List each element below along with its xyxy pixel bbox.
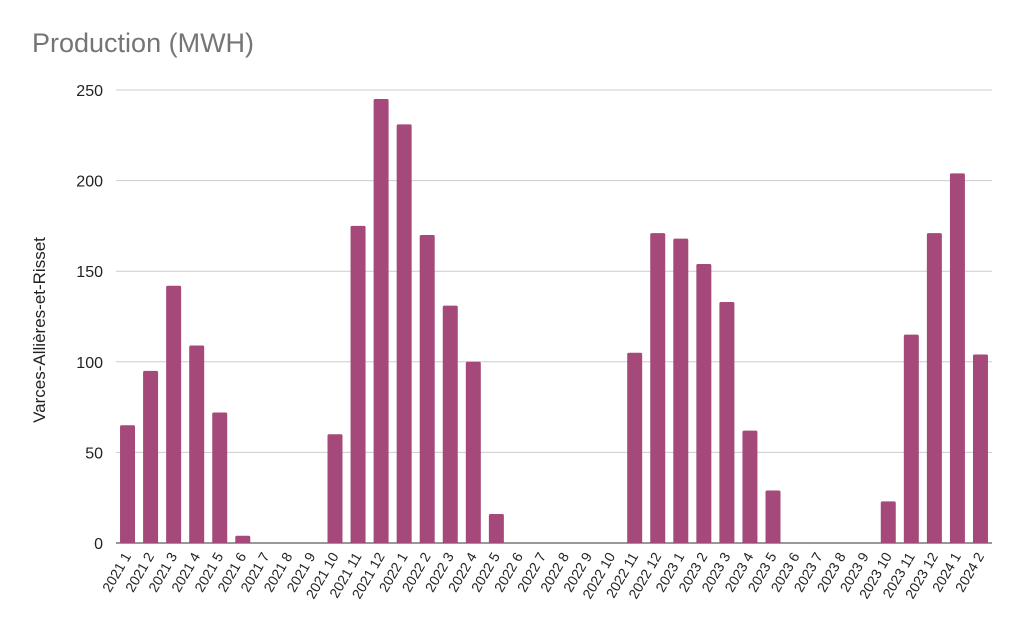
bar: [949, 173, 965, 544]
bar: [627, 352, 643, 543]
bar: [396, 124, 412, 543]
bar: [465, 361, 481, 543]
bar: [903, 334, 919, 543]
bar: [373, 99, 389, 543]
bar: [212, 412, 228, 543]
bar: [742, 430, 758, 543]
bar: [880, 501, 896, 543]
bar: [143, 370, 159, 543]
chart-title: Production (MWH): [32, 28, 255, 58]
y-tick-label: 0: [94, 536, 103, 553]
bar: [166, 285, 182, 543]
bar: [189, 345, 205, 543]
bar: [650, 233, 666, 543]
bar: [120, 425, 136, 543]
y-tick-label: 150: [76, 264, 103, 281]
y-tick-label: 250: [76, 83, 103, 100]
bar: [442, 305, 458, 543]
bar: [696, 263, 712, 543]
y-tick-label: 50: [85, 445, 103, 462]
bar: [926, 233, 942, 543]
bar: [972, 354, 988, 543]
y-tick-label: 100: [76, 355, 103, 372]
bar: [765, 490, 781, 543]
bar: [327, 434, 343, 543]
bar: [673, 238, 689, 544]
bar: [488, 514, 504, 543]
bar: [719, 302, 735, 543]
bar: [350, 225, 366, 543]
bar: [419, 234, 435, 543]
y-tick-label: 200: [76, 174, 103, 191]
bar: [235, 535, 251, 543]
